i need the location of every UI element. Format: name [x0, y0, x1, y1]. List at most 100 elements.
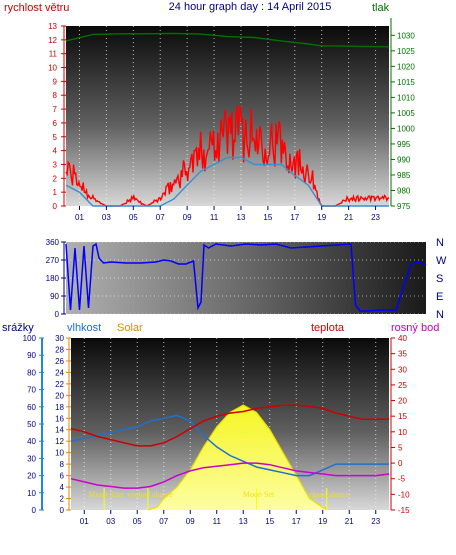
temperature-axes: 0102030405060708090100024681012141618202… [23, 334, 410, 526]
temperature-tick-label: 35 [398, 350, 407, 359]
pressure-tick-label: 1030 [397, 31, 415, 40]
temperature-tick-label: 5 [398, 443, 403, 452]
direction-tick-label: 180 [46, 274, 60, 283]
sun-moon-marker-label: západ slunce [308, 490, 350, 499]
compass-label: W [436, 255, 447, 267]
temperature-grid [83, 338, 377, 510]
pressure-tick-label: 980 [397, 186, 411, 195]
wind-tick-label: 6 [53, 119, 58, 128]
rain-tick-label: 20 [27, 472, 36, 481]
pressure-tick-label: 1000 [397, 124, 415, 133]
wind-x-tick-label: 05 [129, 213, 138, 222]
wind-x-tick-label: 15 [263, 213, 272, 222]
wind-pressure-panel: 0123456789101112139759809859909951000100… [4, 2, 415, 222]
rain-tick-label: 0 [32, 506, 37, 515]
solar-tick-label: 14 [55, 426, 64, 435]
temperature-tick-label: 25 [398, 381, 407, 390]
temperature-tick-label: 15 [398, 412, 407, 421]
direction-tick-label: 360 [46, 238, 60, 247]
wind-speed-axis-label: rychlost větru [4, 2, 69, 14]
pressure-tick-label: 1015 [397, 78, 415, 87]
dewpoint-axis-label: rosný bod [391, 322, 439, 334]
solar-axis-label: Solar [117, 322, 143, 334]
temperature-x-tick-label: 13 [239, 517, 248, 526]
wind-x-tick-label: 07 [156, 213, 165, 222]
wind-tick-label: 9 [53, 77, 58, 86]
pressure-tick-label: 1010 [397, 93, 415, 102]
temperature-x-tick-label: 19 [318, 517, 327, 526]
wind-tick-label: 10 [48, 64, 57, 73]
solar-tick-label: 0 [60, 506, 65, 515]
temperature-tick-label: 20 [398, 397, 407, 406]
pressure-axis-label: tlak [372, 2, 390, 14]
temperature-solar-panel: Moon Rise východ slunce Moon Set západ slun… [2, 322, 439, 526]
temperature-x-tick-label: 05 [133, 517, 142, 526]
direction-grid [66, 241, 426, 315]
direction-tick-label: 270 [46, 256, 60, 265]
temperature-axis-label: teplota [311, 322, 345, 334]
temperature-x-tick-label: 11 [213, 517, 222, 526]
rain-tick-label: 100 [23, 334, 37, 343]
temperature-tick-label: 40 [398, 334, 407, 343]
temperature-x-tick-label: 15 [265, 517, 274, 526]
solar-tick-label: 6 [60, 472, 65, 481]
compass-label: N [436, 237, 444, 249]
temperature-tick-label: -5 [398, 475, 406, 484]
temperature-line [70, 404, 389, 447]
wind-x-tick-label: 19 [317, 213, 326, 222]
solar-tick-label: 10 [55, 449, 64, 458]
temperature-x-tick-label: 01 [80, 517, 89, 526]
wind-tick-label: 13 [48, 22, 57, 31]
wind-tick-label: 5 [53, 133, 58, 142]
rain-tick-label: 80 [27, 368, 36, 377]
temperature-tick-label: 10 [398, 428, 407, 437]
wind-x-tick-label: 17 [290, 213, 299, 222]
temperature-series: Moon Rise východ slunce Moon Set západ slun… [70, 404, 390, 511]
direction-tick-label: 90 [50, 292, 59, 301]
sun-moon-marker-label: Moon Rise [88, 490, 124, 499]
solar-tick-label: 20 [55, 391, 64, 400]
pressure-line [65, 32, 390, 48]
rain-tick-label: 40 [27, 437, 36, 446]
temperature-x-tick-label: 23 [371, 517, 380, 526]
wind-x-tick-label: 09 [183, 213, 192, 222]
wind-x-tick-label: 01 [75, 213, 84, 222]
dewpoint-line [70, 462, 390, 489]
humidity-line [70, 414, 389, 477]
pressure-tick-label: 1020 [397, 62, 415, 71]
pressure-tick-label: 985 [397, 171, 411, 180]
wind-tick-label: 12 [48, 36, 57, 45]
wind-tick-label: 7 [53, 105, 58, 114]
temperature-x-tick-label: 03 [106, 517, 115, 526]
solar-tick-label: 2 [60, 495, 65, 504]
temperature-tick-label: 0 [398, 459, 403, 468]
direction-tick-label: 0 [55, 310, 60, 319]
rain-tick-label: 90 [27, 351, 36, 360]
temperature-tick-label: -15 [398, 506, 410, 515]
temperature-tick-label: 30 [398, 365, 407, 374]
solar-tick-label: 26 [55, 357, 64, 366]
compass-label: E [436, 291, 443, 303]
wind-tick-label: 1 [53, 188, 58, 197]
rain-axis-label: srážky [2, 322, 34, 334]
wind-tick-label: 4 [53, 147, 58, 156]
wind-series [65, 32, 390, 207]
rain-tick-label: 50 [27, 420, 36, 429]
wind-tick-label: 8 [53, 91, 58, 100]
temperature-x-tick-label: 21 [345, 517, 354, 526]
compass-label: S [436, 273, 443, 285]
sun-moon-marker-label: Moon Set [243, 490, 275, 499]
solar-tick-label: 30 [55, 334, 64, 343]
temperature-x-tick-label: 09 [186, 517, 195, 526]
temperature-x-tick-label: 07 [159, 517, 168, 526]
wind-x-tick-label: 03 [102, 213, 111, 222]
solar-tick-label: 28 [55, 345, 64, 354]
rain-tick-label: 30 [27, 454, 36, 463]
sun-moon-marker-label: východ slunce [127, 490, 173, 499]
wind-tick-label: 3 [53, 160, 58, 169]
page-title: 24 hour graph day : 14 April 2015 [169, 1, 332, 13]
temperature-x-tick-label: 17 [292, 517, 301, 526]
